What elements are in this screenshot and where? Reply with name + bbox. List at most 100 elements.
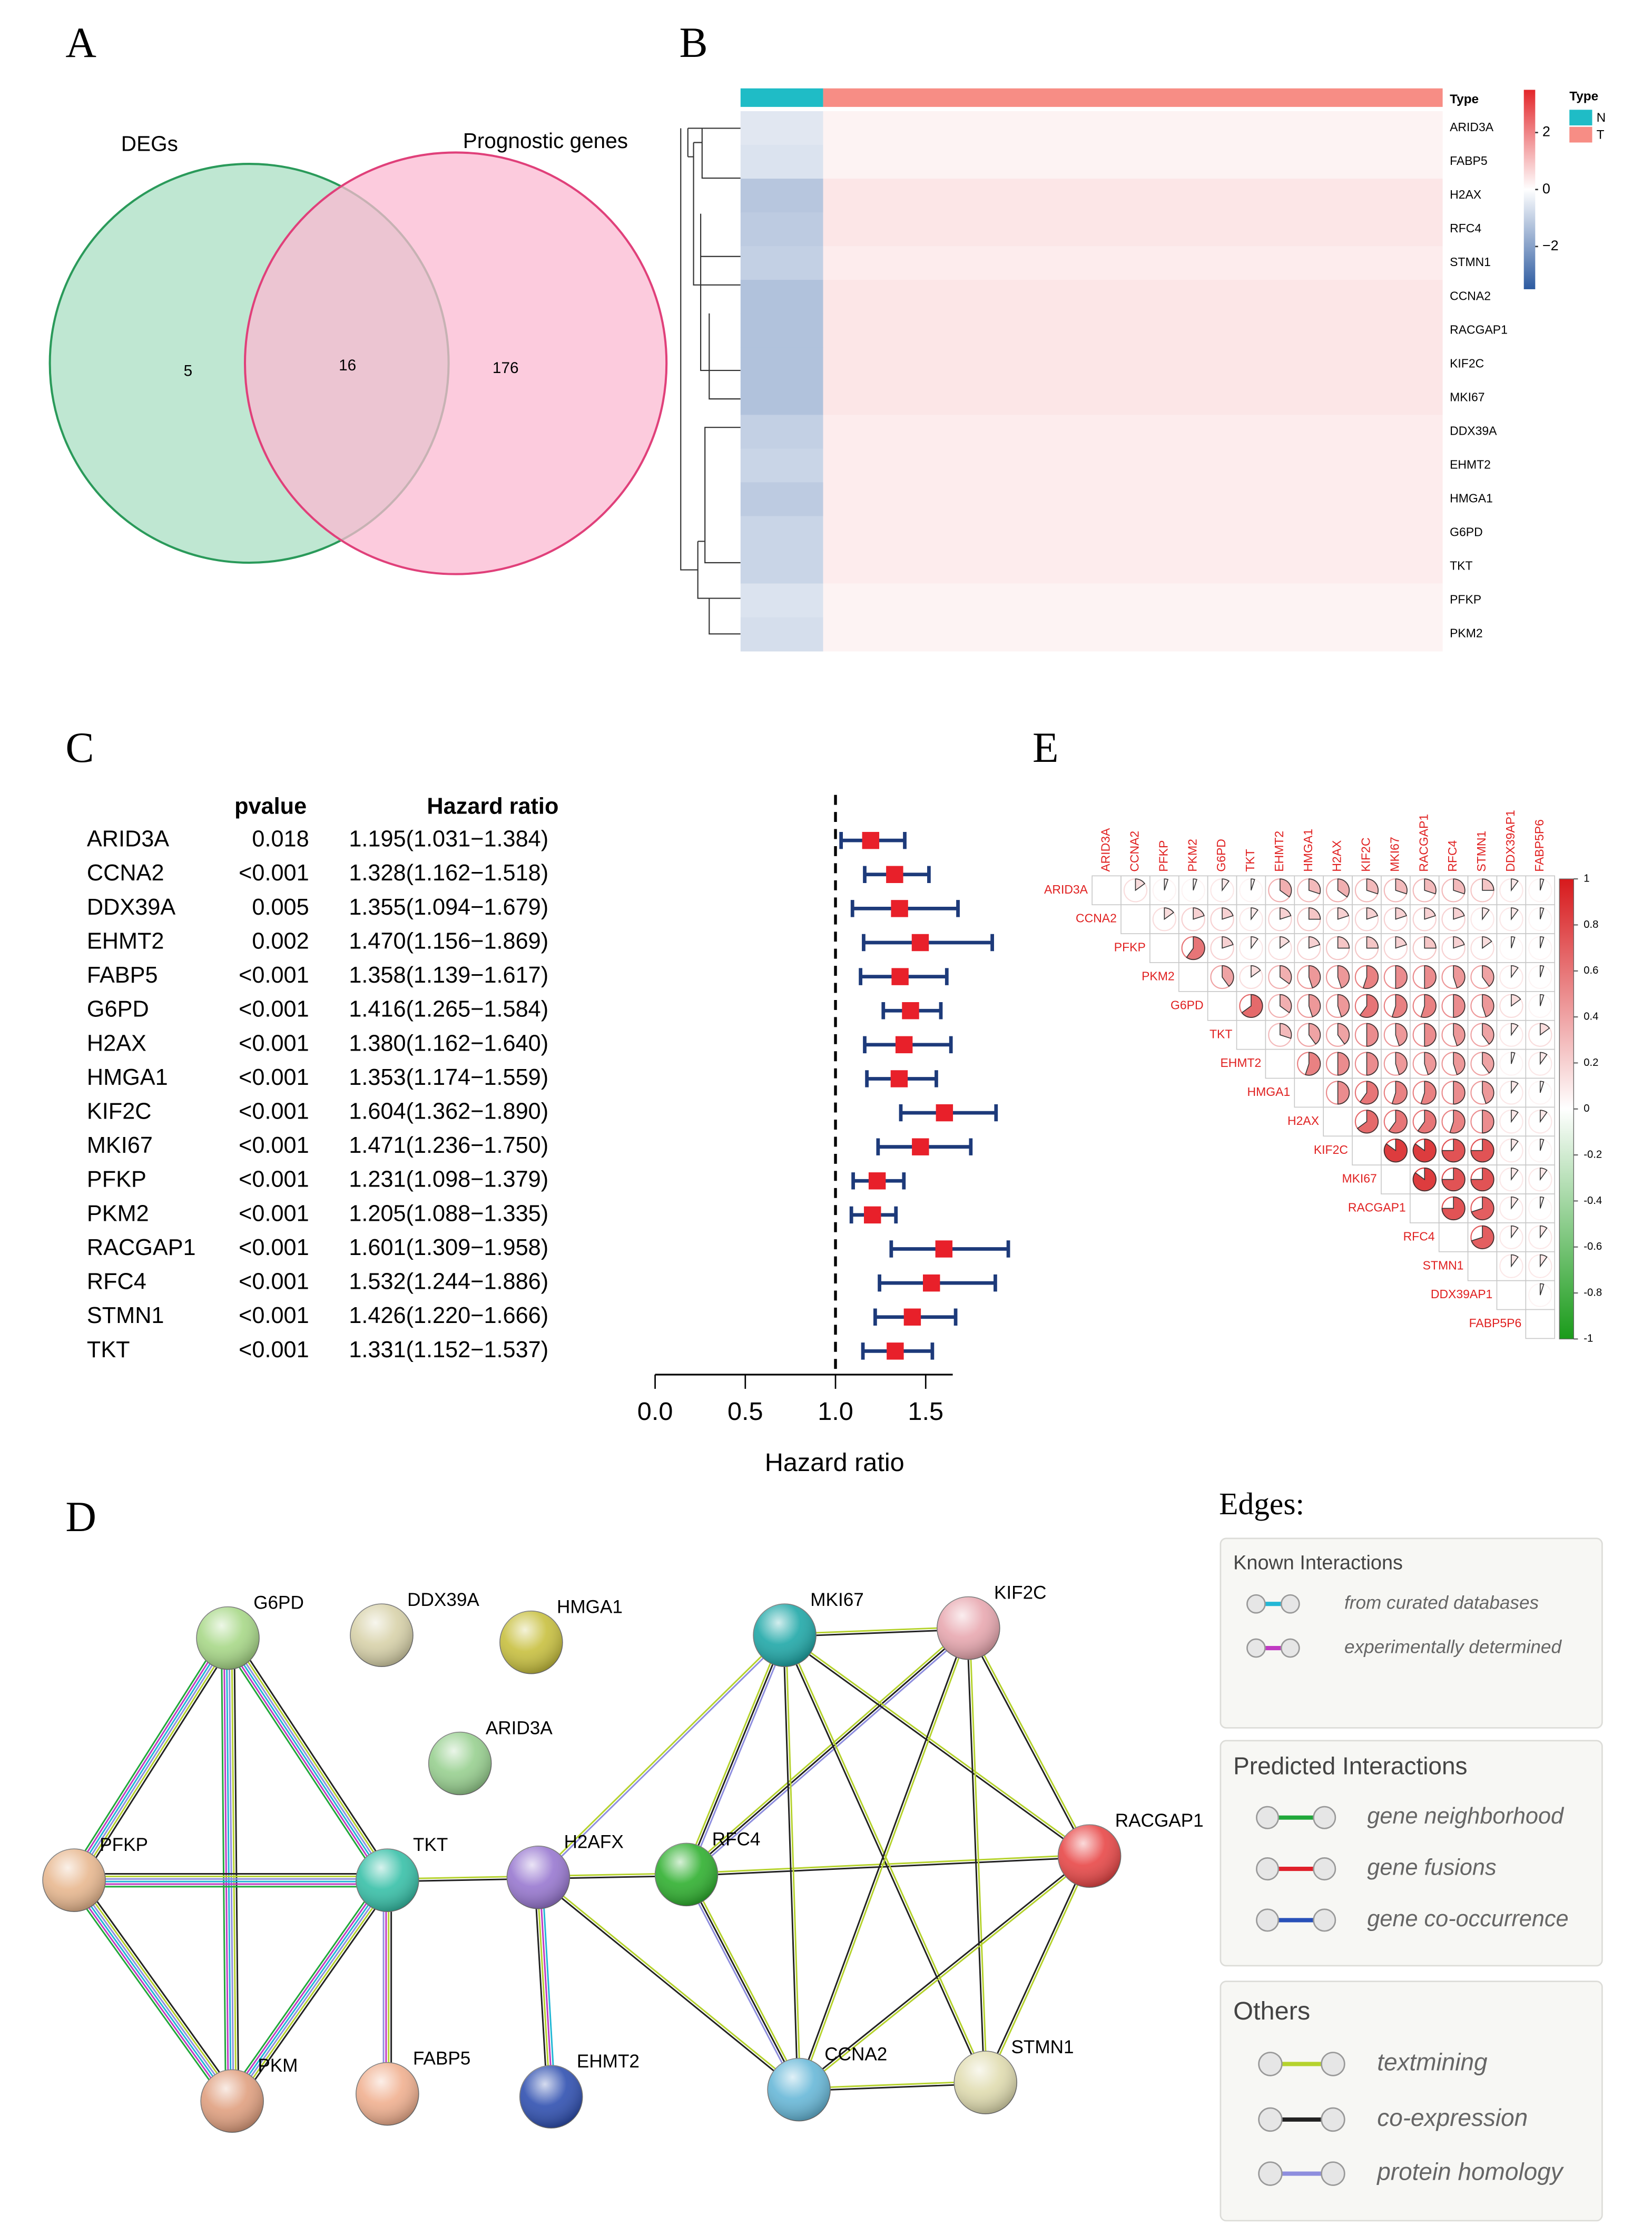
legend-label: gene neighborhood: [1367, 1803, 1565, 1829]
heat-cell: [823, 179, 1443, 213]
heat-cell: [740, 347, 823, 382]
pie-wedge: [1482, 1110, 1494, 1134]
cor-pie: [1499, 1110, 1523, 1134]
cor-pie: [1268, 907, 1292, 932]
cor-pie: [1268, 1023, 1292, 1047]
node-label: EHMT2: [577, 2051, 640, 2072]
pie-wedge: [1366, 936, 1379, 949]
pvalue-label: <0.001: [239, 1201, 309, 1226]
gene-label: TKT: [1450, 559, 1472, 573]
gene-label: H2AX: [1450, 188, 1481, 201]
cor-pie: [1470, 1023, 1494, 1047]
legend-label: experimentally determined: [1344, 1636, 1562, 1657]
cor-pie: [1354, 907, 1379, 932]
hr-point: [868, 1172, 886, 1190]
pie-wedge: [1251, 878, 1255, 891]
gene-label: DDX39A: [87, 895, 175, 920]
pie-wedge: [1366, 1052, 1379, 1076]
cor-pie: [1383, 1110, 1408, 1134]
cor-pie: [1239, 965, 1263, 989]
cor-pie: [1470, 1167, 1494, 1192]
cor-pie: [1354, 878, 1379, 903]
set-label: DEGs: [121, 132, 178, 156]
pie-wedge: [1420, 1081, 1437, 1105]
gene-label: RFC4: [1450, 221, 1481, 235]
hr-point: [890, 1070, 908, 1087]
network-edge: [683, 1875, 798, 2092]
cor-pie: [1499, 1254, 1523, 1278]
cor-pie: [1441, 965, 1466, 989]
pvalue-label: <0.001: [239, 1133, 309, 1158]
network-edge: [223, 1638, 229, 2101]
column-label: MKI67: [1388, 837, 1401, 871]
legend-node: [1321, 2161, 1345, 2186]
color-tick-label: -0.2: [1584, 1149, 1602, 1160]
heat-cell: [740, 212, 823, 247]
pie-wedge: [1337, 1052, 1350, 1076]
pie-wedge: [1362, 965, 1379, 989]
cor-pie: [1383, 1052, 1408, 1076]
gene-label: RFC4: [87, 1269, 146, 1295]
x-tick-label: 1.5: [908, 1397, 943, 1426]
column-label: FABP5P6: [1532, 819, 1546, 872]
cor-cell: [1467, 1251, 1498, 1281]
pie-wedge: [1424, 965, 1437, 989]
heat-cell: [823, 415, 1443, 449]
pvalue-label: <0.001: [239, 1337, 309, 1362]
color-tick-label: 0.8: [1584, 919, 1598, 930]
gene-label: MKI67: [1450, 390, 1484, 404]
pie-wedge: [1308, 936, 1321, 949]
heat-cell: [740, 550, 823, 584]
cor-pie: [1239, 994, 1263, 1018]
cor-cell: [1265, 1048, 1295, 1079]
network-edge: [686, 1854, 1090, 1874]
cor-cell: [1496, 1280, 1527, 1310]
network-edge: [782, 1635, 799, 2090]
legend-label: T: [1597, 128, 1605, 142]
cor-pie: [1470, 994, 1494, 1018]
network-edge: [685, 1874, 800, 2090]
cor-pie: [1412, 1139, 1437, 1163]
network-edge: [226, 1876, 383, 2098]
legend-node: [1256, 1908, 1280, 1932]
network-edge: [683, 1634, 783, 1874]
cor-cell: [1410, 1193, 1440, 1223]
hr-label: 1.195(1.031−1.384): [349, 827, 548, 852]
node-label: PKM: [258, 2055, 298, 2076]
pie-wedge: [1511, 1139, 1519, 1152]
cor-pie: [1441, 1110, 1466, 1134]
pie-wedge: [1511, 907, 1519, 921]
hr-label: 1.601(1.309−1.958): [349, 1235, 548, 1260]
cor-pie: [1470, 1081, 1494, 1105]
heat-cell: [740, 111, 823, 145]
cor-pie: [1441, 1052, 1466, 1076]
pie-wedge: [1164, 907, 1174, 920]
pie-wedge: [1366, 1023, 1379, 1047]
network-edge: [68, 1634, 223, 1877]
legend-node: [1246, 1594, 1266, 1614]
column-label: EHMT2: [1272, 831, 1286, 872]
node-shine: [356, 2062, 419, 2125]
legend-label: from curated databases: [1344, 1593, 1539, 1613]
pie-wedge: [1366, 878, 1379, 895]
cor-pie: [1412, 1023, 1437, 1047]
cor-pie: [1470, 907, 1494, 932]
cor-pie: [1181, 936, 1205, 960]
pie-wedge: [1193, 878, 1197, 891]
pvalue-label: <0.001: [239, 860, 309, 886]
heat-cell: [823, 212, 1443, 247]
cor-pie: [1441, 1081, 1466, 1105]
pvalue-label: <0.001: [239, 1235, 309, 1260]
node-shine: [43, 1849, 106, 1912]
pie-wedge: [1359, 1081, 1379, 1105]
color-tick-label: −2: [1542, 238, 1559, 253]
node-shine: [507, 1846, 570, 1909]
hr-point: [891, 900, 908, 917]
node-label: STMN1: [1011, 2037, 1074, 2057]
cor-pie: [1528, 1023, 1552, 1047]
pie-wedge: [1539, 1254, 1548, 1268]
pie-wedge: [1424, 936, 1437, 949]
cor-pie: [1499, 1139, 1523, 1163]
node-shine: [499, 1611, 563, 1674]
